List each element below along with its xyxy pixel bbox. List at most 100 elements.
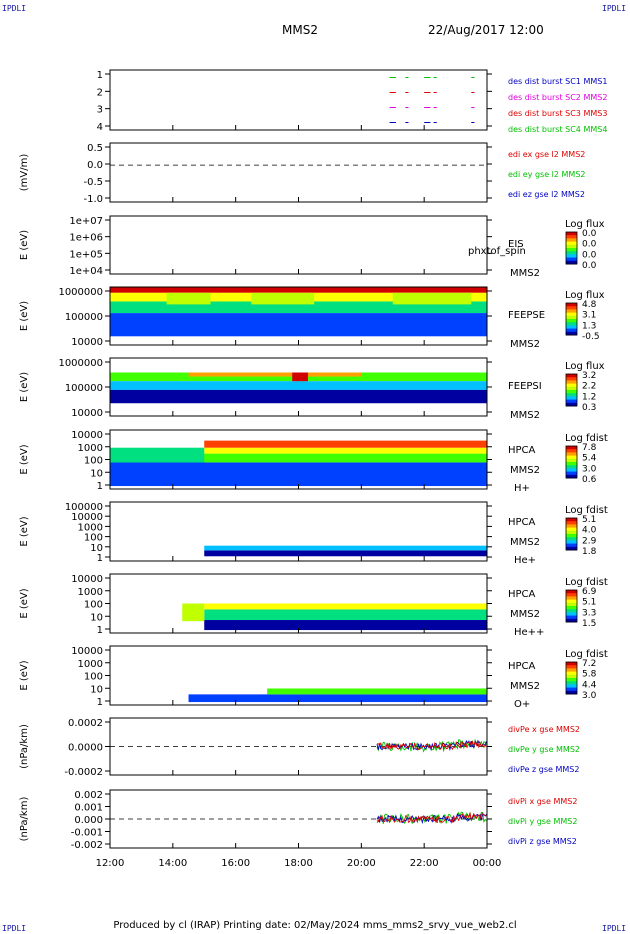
hpca_o-instrument-name: HPCA (508, 661, 536, 672)
hpca_o-spectrogram-band (188, 694, 487, 703)
feepse-spectrogram-band (110, 301, 487, 314)
feepse-colorbar-frame (565, 302, 578, 336)
hpca_he-y-tick-label: 10 (90, 543, 103, 554)
hpca_he-y-tick-label: 1 (97, 553, 103, 564)
feepse-colorbar-segment (566, 309, 577, 314)
feepse-colorbar-segment (566, 331, 577, 336)
hpca_o-y-tick-label: 10 (90, 684, 103, 695)
hpca_h-y-tick-label: 1 (97, 481, 103, 492)
corner-label-top-left: IPDLI (2, 4, 27, 13)
hpca_o-colorbar-frame (565, 661, 578, 695)
hpca_he2-colorbar-segment (566, 609, 577, 613)
hpca_he2-y-tick-label: 10 (90, 612, 103, 623)
multi-panel-chart: des dist burst SC1 MMS1 des dist burst SC… (19, 69, 608, 869)
feepsi-colorbar-segment (566, 380, 577, 385)
date-time-title: 22/Aug/2017 12:00 (428, 23, 544, 37)
hpca_he2-colorbar-segment (566, 590, 577, 594)
hpca_o-species-label: O+ (514, 699, 530, 710)
hpca_h-colorbar-segment (566, 462, 577, 466)
hpca_he-colorbar-tick: 2.9 (582, 536, 597, 546)
hpca_he2-colorbar-title: Log fdist (565, 577, 608, 588)
burst-y-tick-label: 3 (97, 105, 103, 116)
burst-y-tick-label: 1 (97, 70, 103, 81)
feepsi-colorbar-segment (566, 393, 577, 397)
edi-y-tick-label: 0.5 (87, 143, 103, 154)
hpca_h-colorbar-title: Log fdist (565, 433, 608, 444)
burst-y-tick-label: 2 (97, 87, 103, 98)
hpca_he-colorbar-title: Log fdist (565, 505, 608, 516)
feepse-colorbar-segment (566, 319, 577, 323)
hpca_he-y-tick-label: 10000 (71, 512, 103, 523)
hpca_o-spacecraft-label: MMS2 (510, 681, 540, 692)
feepse-y-axis-label: E (eV) (19, 301, 30, 331)
feepse-spectrogram-band (251, 292, 315, 305)
feepse-colorbar-title: Log flux (565, 290, 605, 301)
corner-label-bottom-right: IPDLI (602, 924, 627, 933)
hpca_he2-colorbar-segment (566, 606, 577, 610)
feepsi-y-tick-label: 100000 (65, 383, 103, 394)
divpi-y-tick-label: -0.001 (71, 828, 103, 839)
hpca_he-colorbar-tick: 1.8 (582, 547, 597, 557)
feepsi-spectrogram-band (188, 372, 362, 377)
feepsi-spacecraft-label: MMS2 (510, 410, 540, 421)
eis-colorbar-segment (566, 238, 577, 243)
feepse-colorbar-tick: -0.5 (582, 332, 600, 342)
hpca_o-y-tick-label: 100 (84, 672, 103, 683)
burst-y-tick-label: 4 (97, 122, 103, 133)
hpca_h-spacecraft-label: MMS2 (510, 465, 540, 476)
feepsi-colorbar-tick: 2.2 (582, 382, 596, 392)
hpca_h-spectrogram-band (204, 440, 487, 448)
feepse-instrument-name: FEEPSE (508, 310, 545, 321)
divpi-series-1 (376, 812, 487, 825)
hpca_o-colorbar-tick: 7.2 (582, 659, 596, 669)
hpca_h-colorbar-segment (566, 474, 577, 479)
hpca_h-colorbar-tick: 7.8 (582, 443, 597, 453)
eis-colorbar-segment (566, 244, 577, 249)
divpe-legend-entry: divPe y gse MMS2 (508, 745, 580, 754)
hpca_he-colorbar-segment (566, 540, 577, 545)
hpca_o-colorbar-segment (566, 681, 577, 685)
hpca_he-colorbar-segment (566, 527, 577, 532)
hpca_h-colorbar-tick: 0.6 (582, 475, 597, 485)
divpe-y-axis-label: (nPa/km) (19, 724, 30, 769)
eis-colorbar-segment (566, 260, 577, 265)
feepse-spacecraft-label: MMS2 (510, 339, 540, 350)
divpe-legend-entry: divPe z gse MMS2 (508, 765, 579, 774)
edi-legend-entry: edi ex gse l2 MMS2 (508, 150, 585, 159)
hpca_he2-colorbar-segment (566, 612, 577, 617)
hpca_h-colorbar-segment (566, 471, 577, 476)
feepse-colorbar-segment (566, 303, 577, 307)
hpca_h-colorbar-segment (566, 458, 577, 463)
hpca_he2-spectrogram-band (204, 620, 487, 631)
divpi-legend-entry: divPi y gse MMS2 (508, 817, 577, 826)
feepsi-colorbar-segment (566, 399, 577, 404)
x-tick-label: 20:00 (347, 858, 376, 869)
feepse-colorbar-segment (566, 328, 577, 333)
feepse-colorbar-segment (566, 322, 577, 326)
burst-legend-entry: des dist burst SC1 MMS1 (508, 77, 607, 86)
feepsi-y-axis-label: E (eV) (19, 372, 30, 402)
eis-y-tick-label: 1e+07 (69, 216, 103, 227)
feepsi-colorbar-segment (566, 377, 577, 381)
hpca_he2-spectrogram-band (182, 603, 205, 622)
feepsi-spectrogram-band (110, 389, 487, 404)
hpca_h-instrument-name: HPCA (508, 445, 536, 456)
hpca_h-y-tick-label: 10000 (71, 430, 103, 441)
hpca_he-y-tick-label: 1000 (78, 522, 103, 533)
eis-y-tick-label: 1e+06 (69, 233, 103, 244)
hpca_o-colorbar-tick: 4.4 (582, 680, 597, 690)
edi-panel-frame (109, 142, 488, 203)
divpe-legend-entry: divPe x gse MMS2 (508, 725, 580, 734)
divpe-y-tick-label: -0.0002 (64, 767, 103, 778)
edi-y-tick-label: -0.5 (83, 177, 103, 188)
edi-legend-entry: edi ez gse l2 MMS2 (508, 190, 585, 199)
feepsi-colorbar-segment (566, 396, 577, 401)
eis-colorbar-segment (566, 251, 577, 255)
feepsi-instrument-name: FEEPSI (508, 381, 542, 392)
feepse-y-tick-label: 1000000 (58, 287, 103, 298)
hpca_o-colorbar-tick: 3.0 (582, 691, 597, 701)
hpca_o-y-tick-label: 1 (97, 697, 103, 708)
divpi-y-axis-label: (nPa/km) (19, 797, 30, 842)
edi-y-axis-label: (mV/m) (19, 154, 30, 192)
burst-legend-entry: des dist burst SC2 MMS2 (508, 93, 607, 102)
